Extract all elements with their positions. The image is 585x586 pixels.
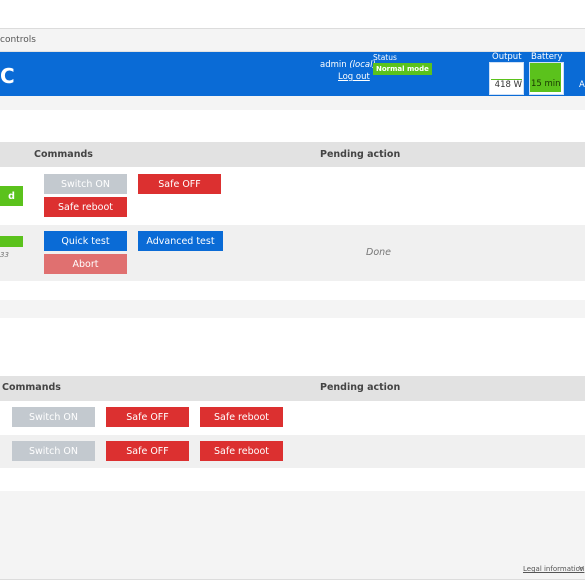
test-progress-text: 33 [0,251,9,259]
abort-button[interactable]: Abort [44,254,127,274]
status-badge: Normal mode [373,63,432,75]
safe-reboot-button[interactable]: Safe reboot [200,407,283,427]
table-row [0,435,585,468]
pending-action-value: Done [366,247,391,258]
status-indicator: d [0,186,23,206]
safe-off-button[interactable]: Safe OFF [106,441,189,461]
user-realm: (local) [349,60,376,70]
legal-information-link[interactable]: Legal information [523,565,585,573]
table-header [0,376,585,401]
advanced-test-button[interactable]: Advanced test [138,231,223,251]
progress-bar [0,236,23,247]
user-name: admin [320,60,347,70]
logout-link[interactable]: Log out [338,72,370,82]
page-title: C [0,64,15,88]
top-bar [0,0,585,29]
column-header-commands: Commands [34,149,93,160]
quick-test-button[interactable]: Quick test [44,231,127,251]
output-value: 418 W [491,79,522,92]
battery-value: 15 min [531,79,561,89]
status-label: Status [373,53,397,62]
breadcrumb[interactable]: controls [0,35,36,45]
safe-reboot-button[interactable]: Safe reboot [200,441,283,461]
output-label: Output [492,52,522,62]
table-row [0,401,585,435]
safe-off-button[interactable]: Safe OFF [138,174,221,194]
breadcrumb-bar [0,29,585,52]
battery-label: Battery [531,52,563,62]
column-header-pending: Pending action [320,382,401,393]
switch-on-button[interactable]: Switch ON [12,407,95,427]
column-header-pending: Pending action [320,149,401,160]
output-gauge [489,62,524,95]
user-info: admin (local) [320,60,376,70]
safe-off-button[interactable]: Safe OFF [106,407,189,427]
switch-on-button[interactable]: Switch ON [12,441,95,461]
header-cutoff-text: A [579,80,585,90]
column-header-commands: Commands [2,382,61,393]
version-text: V [579,565,584,573]
device-header [0,52,585,96]
footer-bar [0,579,585,586]
status-indicator-label: d [8,190,15,202]
safe-reboot-button[interactable]: Safe reboot [44,197,127,217]
table-header [0,142,585,167]
switch-on-button[interactable]: Switch ON [44,174,127,194]
battery-fill [530,63,561,92]
